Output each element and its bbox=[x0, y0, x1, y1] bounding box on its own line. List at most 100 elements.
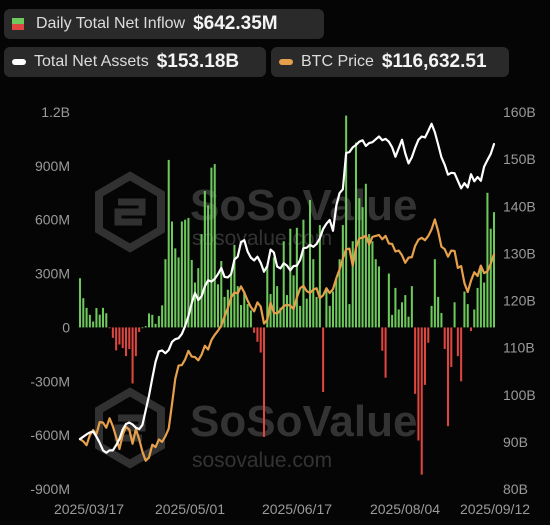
inflow-bar bbox=[469, 327, 473, 332]
right-tick-label: 130B bbox=[503, 245, 536, 261]
left-tick-label: 600M bbox=[35, 212, 70, 228]
x-tick-label: 2025/06/17 bbox=[262, 501, 332, 517]
inflow-bar bbox=[492, 212, 496, 328]
inflow-bar bbox=[105, 313, 108, 328]
inflow-bar bbox=[322, 327, 325, 393]
inflow-bar bbox=[134, 327, 137, 357]
inflow-bar bbox=[128, 327, 131, 349]
btc-price-line bbox=[78, 218, 496, 462]
right-tick-label: 150B bbox=[503, 151, 536, 167]
right-tick-label: 90B bbox=[503, 434, 528, 450]
inflow-bar bbox=[446, 327, 450, 427]
inflow-bar bbox=[312, 259, 315, 328]
inflow-bar bbox=[154, 323, 157, 328]
inflow-bar bbox=[354, 142, 358, 328]
inflow-bar bbox=[443, 327, 446, 349]
inflow-bar bbox=[243, 291, 246, 328]
inflow-bar bbox=[489, 228, 492, 328]
inflow-bar bbox=[476, 287, 479, 328]
left-tick-label: -600M bbox=[30, 427, 70, 443]
inflow-bar bbox=[466, 304, 469, 328]
inflow-bar bbox=[216, 284, 220, 328]
inflow-bar bbox=[364, 183, 367, 328]
inflow-bar bbox=[246, 304, 249, 328]
inflow-bar bbox=[483, 282, 486, 328]
legend-value: $153.18B bbox=[156, 51, 240, 72]
net-assets-swatch-icon bbox=[12, 59, 26, 65]
right-tick-label: 160B bbox=[503, 104, 536, 120]
inflow-bar bbox=[374, 259, 377, 328]
right-tick-label: 100B bbox=[503, 387, 536, 403]
right-tick-label: 110B bbox=[503, 340, 535, 356]
inflow-bar bbox=[486, 192, 489, 328]
inflow-bar bbox=[233, 244, 236, 328]
inflow-bar bbox=[292, 275, 295, 328]
btc-price-swatch-icon bbox=[279, 59, 293, 65]
inflow-bar bbox=[276, 286, 279, 328]
inflow-bar bbox=[394, 287, 397, 328]
inflow-bar bbox=[315, 296, 318, 328]
inflow-bar bbox=[259, 327, 262, 353]
inflow-bar bbox=[371, 241, 374, 328]
inflow-bar bbox=[450, 327, 453, 367]
legend-item-total-net-assets[interactable]: Total Net Assets $153.18B bbox=[4, 47, 266, 77]
inflow-bar bbox=[200, 234, 203, 328]
inflow-bar bbox=[118, 327, 121, 345]
inflow-bar bbox=[256, 327, 259, 342]
left-tick-label: -300M bbox=[30, 373, 70, 389]
inflow-bar bbox=[164, 259, 167, 328]
inflow-bar bbox=[420, 327, 423, 475]
inflow-bar bbox=[95, 308, 98, 328]
inflow-bar bbox=[101, 307, 105, 328]
inflow-bar bbox=[187, 217, 190, 328]
inflow-bar bbox=[207, 205, 210, 328]
inflow-bar bbox=[279, 307, 282, 328]
watermark-site: sosovalue.com bbox=[192, 449, 332, 472]
inflow-bar bbox=[92, 321, 95, 328]
right-tick-label: 140B bbox=[503, 198, 536, 214]
inflow-bar bbox=[299, 305, 302, 328]
inflow-bar bbox=[282, 241, 285, 328]
inflow-bar bbox=[124, 327, 128, 357]
x-tick-label: 2025/09/12 bbox=[460, 501, 530, 517]
left-tick-label: 1.2B bbox=[41, 104, 70, 120]
inflow-bar bbox=[220, 261, 223, 328]
inflow-bar bbox=[151, 314, 154, 328]
inflow-bar bbox=[289, 228, 292, 328]
inflow-bar bbox=[177, 257, 180, 328]
inflow-bar bbox=[308, 199, 312, 328]
inflow-bar bbox=[295, 227, 298, 328]
legend-item-btc-price[interactable]: BTC Price $116,632.51 bbox=[271, 47, 509, 77]
inflow-bar bbox=[397, 309, 400, 328]
inflow-bar bbox=[407, 316, 410, 328]
inflow-bar bbox=[285, 295, 289, 328]
inflow-bar bbox=[210, 167, 213, 328]
left-tick-label: 300M bbox=[35, 266, 70, 282]
right-tick-label: 120B bbox=[503, 293, 536, 309]
inflow-bar bbox=[85, 307, 88, 328]
inflow-bar bbox=[157, 315, 160, 328]
inflow-bar bbox=[305, 298, 308, 328]
inflow-bar bbox=[417, 327, 420, 441]
inflow-bar bbox=[223, 296, 226, 328]
inflow-bar bbox=[358, 198, 361, 328]
inflow-bar bbox=[253, 327, 256, 333]
x-tick-label: 2025/03/17 bbox=[54, 501, 124, 517]
legend-value: $116,632.51 bbox=[381, 51, 487, 72]
inflow-bar bbox=[239, 304, 243, 328]
inflow-bar bbox=[161, 305, 164, 328]
inflow-bar bbox=[400, 302, 404, 328]
inflow-bar bbox=[410, 286, 413, 328]
inflow-bar bbox=[384, 327, 387, 378]
inflow-bar bbox=[141, 327, 144, 329]
legend-item-daily-net-inflow[interactable]: Daily Total Net Inflow $642.35M bbox=[4, 9, 324, 39]
inflow-bar bbox=[348, 304, 351, 328]
left-axis: -900M -600M -300M 0 300M 600M 900M 1.2B bbox=[30, 104, 70, 497]
inflow-bar bbox=[387, 273, 390, 328]
inflow-bars bbox=[78, 115, 496, 475]
inflow-bar bbox=[338, 259, 341, 328]
inflow-bar bbox=[433, 259, 436, 328]
inflow-bar bbox=[131, 327, 134, 384]
net-assets-line bbox=[78, 122, 496, 454]
